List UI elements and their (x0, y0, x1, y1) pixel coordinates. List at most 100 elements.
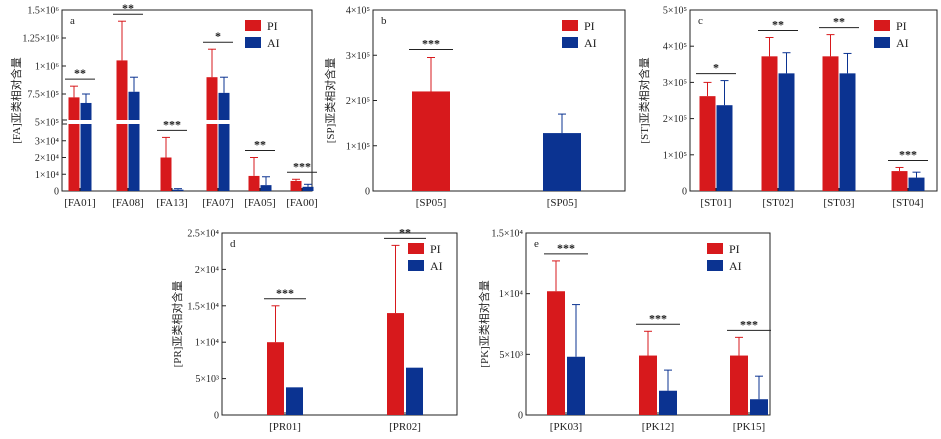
y-tick-label: 1×10⁴ (499, 289, 524, 300)
y-tick-label: 5×10³ (499, 350, 523, 361)
y-tick-label: 1.5×10⁶ (27, 6, 59, 17)
y-tick-label: 2.5×10⁴ (187, 229, 219, 240)
bar-ai (260, 185, 272, 191)
panel-b: 0 1×10⁵ 2×10⁵ 3×10⁵ 4×10⁵ b [SP]亚类相对含量 [SP05] [S… (323, 6, 626, 209)
bar-pi (267, 342, 284, 415)
y-axis-label: [PK]亚类相对含量 (477, 280, 491, 367)
y-tick-label: 3×10⁵ (346, 51, 370, 62)
y-axis-label: [FA]亚类相对含量 (9, 57, 23, 144)
significance-marker: *** (899, 147, 917, 161)
significance-marker: *** (649, 311, 667, 325)
y-axis-label: [PR]亚类相对含量 (170, 281, 184, 368)
significance-marker: *** (163, 117, 181, 131)
bar-pi (412, 91, 450, 191)
bar-ai (80, 102, 92, 191)
bar-pi (68, 97, 80, 191)
x-tick-label: [FA13] (156, 197, 188, 209)
legend-swatch-ai (562, 37, 578, 48)
significance-marker: ** (122, 1, 134, 15)
significance-marker: ** (833, 15, 845, 29)
bar-ai (543, 133, 581, 191)
bar-pi (387, 313, 404, 415)
legend-swatch-pi (707, 243, 723, 254)
significance-marker: * (713, 61, 719, 75)
significance-marker: *** (293, 159, 311, 173)
y-tick-label: 0 (54, 187, 59, 198)
x-tick-label: [PR02] (389, 421, 421, 433)
significance-marker: * (215, 29, 221, 43)
y-tick-label: 3×10⁴ (35, 136, 60, 147)
y-tick-label: 2×10⁵ (663, 114, 687, 125)
bar-ai (286, 387, 303, 415)
y-tick-label: 2×10⁴ (195, 265, 220, 276)
x-tick-label: [PK12] (642, 421, 674, 433)
bar-pi (730, 355, 748, 415)
bar-pi (761, 56, 778, 191)
significance-marker: *** (276, 286, 294, 300)
y-axis-label: [ST]亚类相对含量 (637, 57, 651, 143)
y-tick-label: 1.5×10⁴ (187, 301, 219, 312)
x-tick-label: [SP05] (416, 197, 447, 209)
significance-marker: ** (399, 225, 411, 239)
panel-letter: a (70, 15, 75, 27)
y-tick-label: 1×10⁴ (195, 338, 220, 349)
y-tick-label: 4×10⁵ (663, 42, 687, 53)
legend-swatch-ai (408, 260, 424, 271)
x-tick-label: [SP05] (547, 197, 578, 209)
bar-pi (116, 60, 128, 192)
legend-label-ai: AI (430, 259, 443, 273)
x-tick-label: [FA05] (244, 197, 276, 209)
bar-ai (716, 105, 733, 191)
x-tick-label: [FA08] (112, 197, 144, 209)
panel-letter: b (381, 15, 387, 27)
legend-swatch-pi (562, 20, 578, 31)
bar-ai (839, 73, 856, 191)
y-tick-label: 0 (214, 411, 219, 422)
legend-label-pi: PI (267, 19, 278, 33)
legend-label-ai: AI (896, 36, 909, 50)
bar-ai (128, 91, 140, 191)
y-tick-label: 1×10⁵ (663, 150, 687, 161)
panel-e: 0 5×10³ 1×10⁴ 1.5×10⁴ e [PK]亚类相对含量 [PK03] [PK12… (477, 229, 771, 433)
bar-ai (659, 390, 677, 415)
significance-marker: *** (740, 317, 758, 331)
x-tick-label: [FA00] (286, 197, 318, 209)
bar-pi (248, 175, 260, 191)
y-tick-label: 0 (518, 411, 523, 422)
y-tick-label: 0 (682, 187, 687, 198)
legend-label-pi: PI (896, 19, 907, 33)
panel-c: 0 1×10⁵ 2×10⁵ 3×10⁵ 4×10⁵ 5×10⁵ c [ST]亚类相对含量 [ST… (637, 6, 938, 209)
y-tick-label: 2×10⁵ (346, 96, 370, 107)
bar-pi (290, 180, 302, 191)
panel-d: 0 5×10³ 1×10⁴ 1.5×10⁴ 2×10⁴ 2.5×10⁴ d [PR]亚类相对含… (170, 225, 458, 433)
legend-swatch-pi (245, 20, 261, 31)
y-tick-label: 4×10⁵ (346, 6, 370, 17)
y-tick-label: 1×10⁴ (35, 170, 60, 181)
x-tick-label: [PK03] (550, 421, 582, 433)
legend-swatch-ai (707, 260, 723, 271)
plot-frame (689, 9, 938, 192)
legend-label-pi: PI (729, 242, 740, 256)
x-tick-label: [ST04] (892, 197, 923, 209)
legend-swatch-pi (874, 20, 890, 31)
significance-marker: ** (772, 18, 784, 32)
bar-pi (822, 56, 839, 191)
significance-marker: ** (74, 66, 86, 80)
panel-letter: d (230, 238, 236, 250)
bar-pi (206, 77, 218, 191)
y-axis-label: [SP]亚类相对含量 (323, 58, 337, 144)
y-tick-label: 1×10⁵ (346, 141, 370, 152)
significance-marker: ** (254, 138, 266, 152)
y-tick-label: 7.5×10⁵ (27, 90, 59, 101)
bar-ai (302, 186, 314, 191)
panel-letter: e (534, 238, 539, 250)
legend-label-pi: PI (584, 19, 595, 33)
y-tick-label: 5×10⁵ (663, 6, 687, 17)
bar-ai (750, 399, 768, 415)
panel-a: 0 1×10⁴ 2×10⁴ 3×10⁴ 5×10⁵ 7.5×10⁵ 1×10⁶ 1.25×10… (9, 1, 318, 209)
legend-swatch-ai (874, 37, 890, 48)
legend-swatch-ai (245, 37, 261, 48)
bar-pi (639, 355, 657, 415)
x-tick-label: [PR01] (269, 421, 301, 433)
